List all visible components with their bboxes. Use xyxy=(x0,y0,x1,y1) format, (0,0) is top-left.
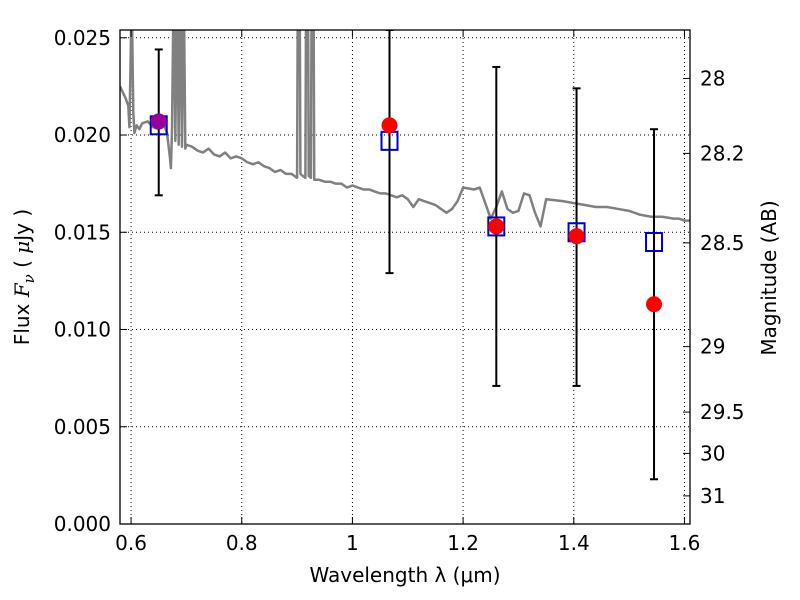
y-axis-label-part: Flux xyxy=(10,297,34,345)
y2-tick-label: 29 xyxy=(700,335,725,359)
y-axis-label-part: μ xyxy=(10,241,34,254)
x-axis-label: Wavelength λ (μm) xyxy=(309,563,500,587)
y2-tick-label: 28.2 xyxy=(700,141,745,165)
y-axis-label-part: F xyxy=(10,282,34,298)
observed-flux-point xyxy=(646,296,663,313)
y-axis-label-part: ( xyxy=(10,254,34,275)
y-axis-label: Flux Fν ( μJy ) xyxy=(10,209,38,345)
y-axis-label-part: ν xyxy=(20,274,38,283)
x-tick-label: 1.4 xyxy=(558,531,590,555)
x-tick-label: 0.8 xyxy=(226,531,258,555)
y-tick-label: 0.000 xyxy=(54,512,111,536)
y-tick-label: 0.015 xyxy=(54,220,111,244)
observed-flux-point xyxy=(150,113,167,130)
y2-tick-label: 28 xyxy=(700,66,725,90)
y2-tick-label: 28.5 xyxy=(700,231,745,255)
x-tick-label: 1.2 xyxy=(447,531,479,555)
y2-axis-label: Magnitude (AB) xyxy=(757,200,781,355)
model-spectrum-line xyxy=(120,30,690,228)
y-tick-label: 0.005 xyxy=(54,415,111,439)
observed-flux-point xyxy=(381,117,398,134)
synthetic-flux-square xyxy=(645,231,664,252)
y-tick-label: 0.020 xyxy=(54,123,111,147)
plot-frame xyxy=(119,29,691,525)
axis-ticks: 0.6 0.8 1 1.2 1.4 1.6 0.000 0.005 0.010 0.015 0.02… xyxy=(54,26,745,555)
y2-tick-label: 31 xyxy=(700,484,725,508)
y-axis-label-part: Jy ) xyxy=(10,209,34,243)
y-tick-label: 0.010 xyxy=(54,318,111,342)
x-tick-label: 0.6 xyxy=(115,531,147,555)
x-tick-label: 1.6 xyxy=(669,531,701,555)
observed-flux-point xyxy=(568,228,585,245)
x-tick-label: 1 xyxy=(346,531,359,555)
data-layer xyxy=(120,30,690,481)
observed-flux-point xyxy=(488,218,505,235)
y2-tick-label: 29.5 xyxy=(700,400,745,424)
y-tick-label: 0.025 xyxy=(54,26,111,50)
y2-tick-label: 30 xyxy=(700,441,725,465)
